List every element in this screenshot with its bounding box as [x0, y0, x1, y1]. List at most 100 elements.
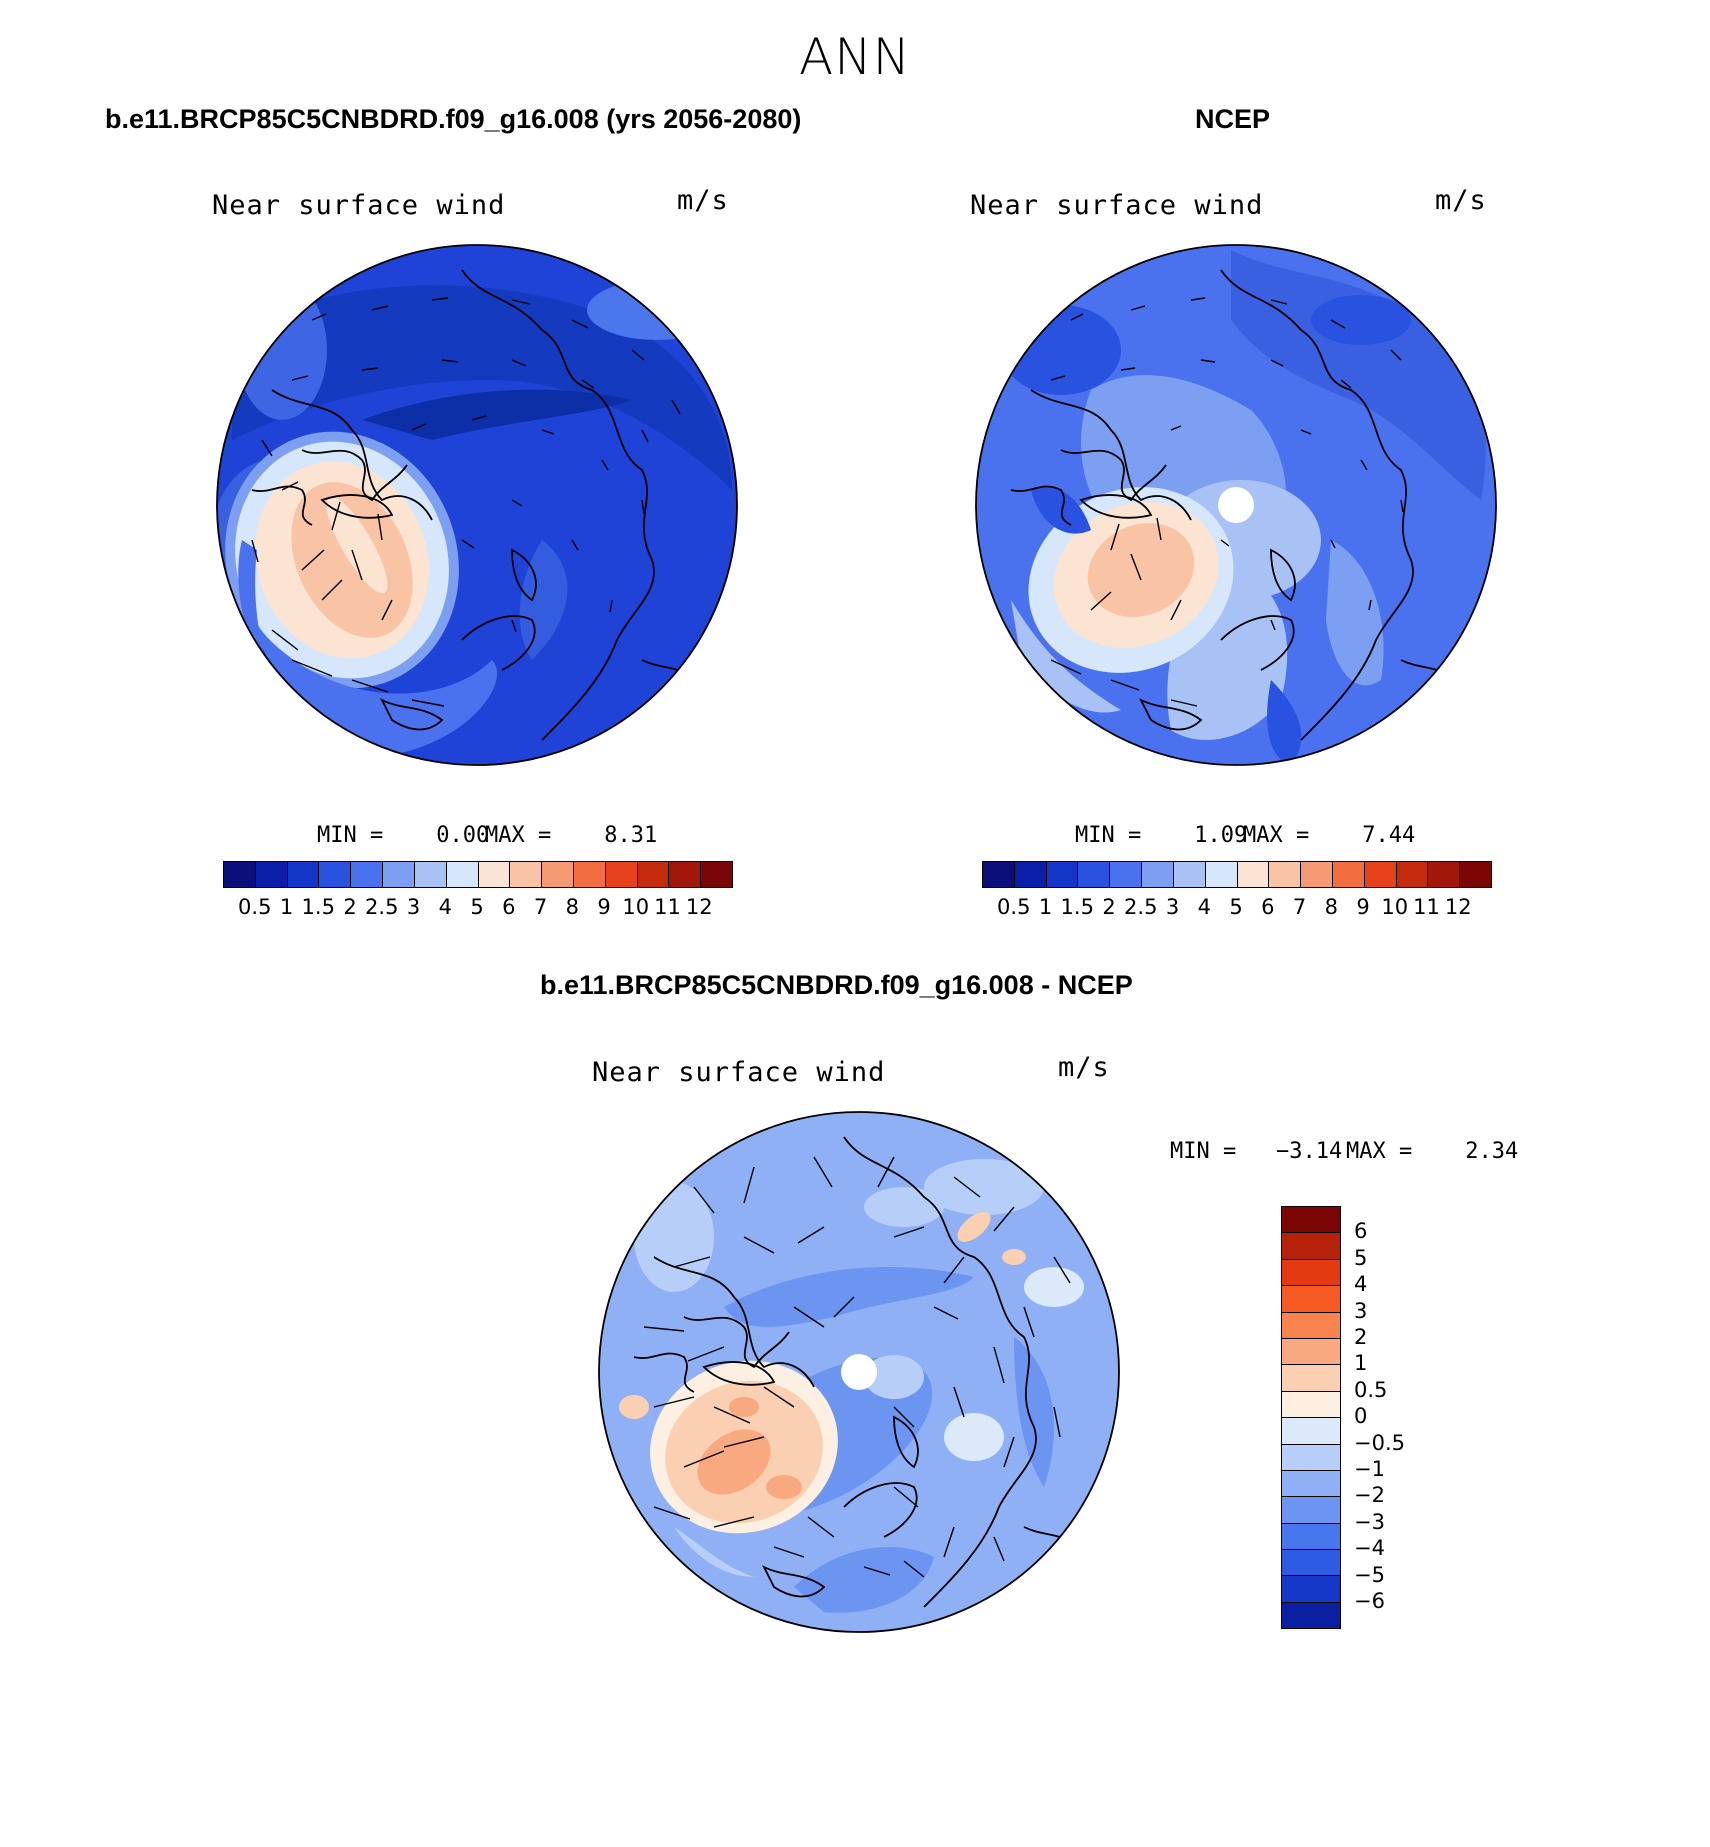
obs-min-label: MIN = 1.09 — [1075, 823, 1248, 848]
colorbar-tick-label: 0.5 — [238, 895, 272, 919]
colorbar-tick-label: 9 — [1356, 895, 1370, 919]
diff-units-label: m/s — [1058, 1052, 1110, 1083]
diff-wind-vectors — [643, 1156, 1071, 1578]
colorbar-tick-label: 2.5 — [365, 895, 399, 919]
colorbar-tick-label: 9 — [597, 895, 611, 919]
colorbar-swatch — [1237, 862, 1270, 887]
colorbar-swatch — [1428, 862, 1461, 887]
colorbar-swatch — [383, 862, 415, 887]
obs-variable-label: Near surface wind — [970, 190, 1264, 221]
model-max-label: MAX = 8.31 — [485, 823, 658, 848]
obs-map-boundary — [975, 244, 1497, 766]
colorbar-tick-label: 12 — [1444, 895, 1472, 919]
colorbar-swatch — [319, 862, 352, 887]
diff-colorbar-ticks: 6 5 4 3 2 1 0.5 0 −0.5 −1 −2 −3 −4 −5 −6 — [1354, 1206, 1434, 1626]
colorbar-tick-label: 7 — [533, 895, 548, 919]
colorbar-tick-label: 7 — [1292, 895, 1307, 919]
colorbar-tick-label: 6 — [502, 895, 516, 919]
colorbar-tick-label: 1.5 — [301, 895, 335, 919]
model-colorbar-ticks: 0.5 1 1.5 2 2.5 3 4 5 6 7 8 9 10 11 12 — [223, 895, 731, 921]
model-polar-map — [216, 244, 738, 766]
diff-min-label: MIN = −3.14 — [1170, 1139, 1343, 1164]
colorbar-tick-label: 10 — [1381, 895, 1409, 919]
colorbar-tick-label: 8 — [565, 895, 579, 919]
colorbar-tick-label: −6 — [1354, 1589, 1385, 1613]
colorbar-tick-label: 2 — [1354, 1325, 1368, 1349]
colorbar-swatch — [1364, 862, 1397, 887]
colorbar-swatch — [1301, 862, 1333, 887]
colorbar-tick-label: 0.5 — [1354, 1377, 1388, 1402]
colorbar-tick-label: 2.5 — [1124, 895, 1158, 919]
colorbar-tick-label: 4 — [438, 895, 452, 919]
colorbar-swatch — [1396, 862, 1429, 887]
colorbar-swatch — [542, 862, 574, 887]
colorbar-swatch — [224, 862, 256, 887]
colorbar-swatch — [573, 862, 606, 887]
colorbar-swatch — [1282, 1497, 1340, 1524]
colorbar-swatch — [1282, 1259, 1340, 1287]
colorbar-tick-label: −1 — [1354, 1457, 1385, 1481]
colorbar-tick-label: 5 — [470, 895, 484, 919]
obs-polar-map — [975, 244, 1497, 766]
colorbar-swatch — [255, 862, 288, 887]
colorbar-tick-label: −5 — [1354, 1562, 1385, 1587]
diff-polar-hole — [841, 1354, 877, 1390]
colorbar-swatch — [1110, 862, 1143, 887]
colorbar-tick-label: 12 — [685, 895, 713, 919]
colorbar-swatch — [1282, 1470, 1340, 1498]
obs-max-label: MAX = 7.44 — [1243, 823, 1416, 848]
diff-panel-title: b.e11.BRCP85C5CNBDRD.f09_g16.008 - NCEP — [540, 970, 1133, 1000]
diff-variable-label: Near surface wind — [592, 1057, 886, 1088]
colorbar-tick-label: 0 — [1354, 1404, 1368, 1429]
colorbar-swatch — [446, 862, 479, 887]
colorbar-swatch — [1173, 862, 1206, 887]
colorbar-swatch — [1046, 862, 1079, 887]
colorbar-tick-label: −4 — [1354, 1536, 1385, 1561]
model-units-label: m/s — [677, 185, 729, 216]
colorbar-tick-label: 6 — [1261, 895, 1275, 919]
colorbar-tick-label: −2 — [1354, 1483, 1385, 1508]
colorbar-swatch — [1282, 1444, 1340, 1471]
colorbar-swatch — [1269, 862, 1302, 887]
obs-coastlines — [1010, 269, 1452, 741]
colorbar-swatch — [669, 862, 702, 887]
colorbar-swatch — [701, 862, 732, 887]
colorbar-swatch — [1014, 862, 1047, 887]
colorbar-swatch — [1282, 1338, 1340, 1366]
colorbar-tick-label: 4 — [1197, 895, 1211, 919]
colorbar-tick-label: 2 — [343, 895, 357, 919]
colorbar-swatch — [510, 862, 543, 887]
colorbar-swatch — [1282, 1576, 1340, 1603]
colorbar-tick-label: 1 — [279, 895, 294, 919]
colorbar-tick-label: 5 — [1354, 1245, 1368, 1270]
colorbar-swatch — [1078, 862, 1111, 887]
model-map-boundary — [216, 244, 738, 766]
colorbar-swatch — [637, 862, 670, 887]
colorbar-swatch — [1142, 862, 1174, 887]
colorbar-swatch — [351, 862, 384, 887]
obs-colorbar — [982, 861, 1492, 888]
colorbar-tick-label: 4 — [1354, 1272, 1368, 1297]
colorbar-swatch — [1282, 1312, 1340, 1339]
diff-map-boundary — [598, 1111, 1120, 1633]
colorbar-swatch — [1282, 1286, 1340, 1313]
model-variable-label: Near surface wind — [212, 190, 506, 221]
colorbar-tick-label: 6 — [1354, 1219, 1368, 1244]
colorbar-swatch — [1332, 862, 1365, 887]
colorbar-swatch — [1282, 1523, 1340, 1551]
colorbar-tick-label: 11 — [1413, 895, 1440, 919]
colorbar-tick-label: 1 — [1038, 895, 1053, 919]
obs-polar-hole — [1218, 487, 1254, 523]
colorbar-tick-label: 10 — [622, 895, 650, 919]
colorbar-swatch — [414, 862, 447, 887]
colorbar-tick-label: 8 — [1324, 895, 1338, 919]
colorbar-tick-label: 1.5 — [1060, 895, 1094, 919]
diff-max-label: MAX = 2.34 — [1346, 1139, 1519, 1164]
model-coastlines — [251, 269, 693, 741]
colorbar-tick-label: −3 — [1354, 1509, 1385, 1534]
diff-polar-map — [598, 1111, 1120, 1633]
model-colorbar — [223, 861, 733, 888]
colorbar-swatch — [605, 862, 638, 887]
colorbar-swatch — [1282, 1602, 1340, 1629]
obs-colorbar-ticks: 0.5 1 1.5 2 2.5 3 4 5 6 7 8 9 10 11 12 — [982, 895, 1490, 921]
